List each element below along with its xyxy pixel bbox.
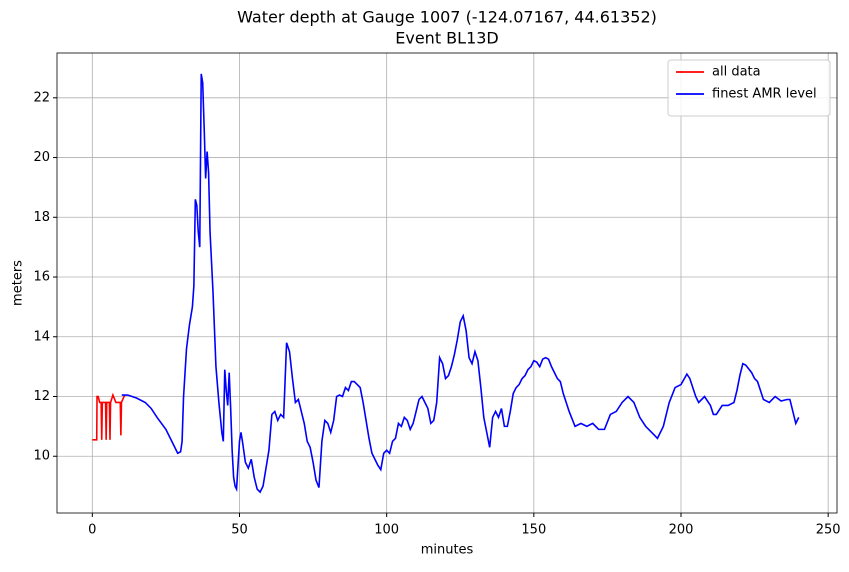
x-tick-label: 250 bbox=[816, 523, 841, 538]
y-tick-label: 22 bbox=[33, 90, 50, 105]
x-tick-label: 200 bbox=[669, 523, 694, 538]
legend-label: all data bbox=[712, 65, 761, 80]
y-tick-label: 12 bbox=[33, 389, 50, 404]
x-tick-label: 150 bbox=[521, 523, 546, 538]
x-axis-label: minutes bbox=[421, 543, 474, 558]
y-tick-label: 16 bbox=[33, 270, 50, 285]
plot-frame bbox=[56, 52, 838, 514]
chart-subtitle: Event BL13D bbox=[395, 29, 499, 48]
data-line bbox=[121, 73, 800, 494]
legend-label: finest AMR level bbox=[712, 87, 817, 102]
y-tick-label: 18 bbox=[33, 210, 50, 225]
chart-title: Water depth at Gauge 1007 (-124.07167, 4… bbox=[237, 8, 657, 27]
x-tick-label: 50 bbox=[231, 523, 248, 538]
x-tick-label: 100 bbox=[374, 523, 399, 538]
y-tick-label: 20 bbox=[33, 150, 50, 165]
data-line bbox=[92, 392, 126, 441]
legend-box bbox=[667, 59, 831, 117]
y-tick-label: 10 bbox=[33, 449, 50, 464]
y-axis-label: meters bbox=[11, 260, 26, 306]
x-tick-label: 0 bbox=[88, 523, 96, 538]
y-tick-label: 14 bbox=[33, 329, 50, 344]
